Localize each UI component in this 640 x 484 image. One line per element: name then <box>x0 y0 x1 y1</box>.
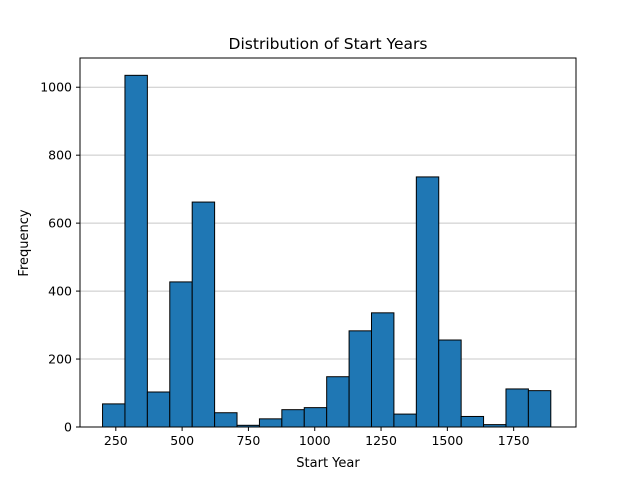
histogram-bar <box>415 176 440 428</box>
y-tick-label: 1000 <box>40 80 72 95</box>
x-tick-label: 1000 <box>299 433 331 448</box>
histogram-bar <box>393 413 417 428</box>
histogram-bar <box>348 330 372 428</box>
histogram-bar <box>169 281 193 428</box>
x-tick-label: 250 <box>104 433 128 448</box>
x-tick-label: 1250 <box>365 433 397 448</box>
x-tick-label: 500 <box>170 433 194 448</box>
histogram-bar <box>214 412 238 428</box>
ticks-layer: 250 500 750 1000 1250 1500 1750 0 200 400 600 800 10… <box>40 80 529 448</box>
histogram-bar <box>146 391 171 428</box>
y-tick-label: 800 <box>48 148 72 163</box>
y-tick-label: 0 <box>64 420 72 435</box>
histogram-bar <box>102 403 126 428</box>
x-axis-label: Start Year <box>296 456 360 471</box>
x-tick-label: 750 <box>236 433 260 448</box>
y-tick-label: 600 <box>48 216 72 231</box>
histogram-bar <box>326 376 350 428</box>
histogram-bar <box>258 418 283 428</box>
y-tick-label: 400 <box>48 284 72 299</box>
histogram-bar <box>438 339 462 428</box>
histogram-bar <box>527 390 552 428</box>
y-axis-label: Frequency <box>17 209 32 276</box>
bars-layer <box>102 74 552 428</box>
grid-layer <box>80 86 576 360</box>
plot-frame <box>79 57 577 428</box>
histogram-bar <box>505 388 529 428</box>
x-tick-label: 1750 <box>498 433 530 448</box>
x-tick-label: 1500 <box>431 433 463 448</box>
histogram-bar <box>370 312 395 428</box>
histogram-bar <box>303 407 328 428</box>
histogram-bar <box>124 74 148 428</box>
histogram-bar <box>281 409 305 428</box>
histogram-bar <box>191 201 216 428</box>
histogram-bar <box>460 415 485 428</box>
y-tick-label: 200 <box>48 352 72 367</box>
chart-title: Distribution of Start Years <box>229 35 428 53</box>
